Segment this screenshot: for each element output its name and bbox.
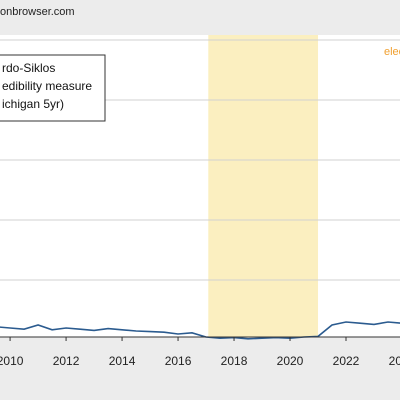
legend-text: rdo-Siklos — [2, 61, 55, 75]
source: onbrowser.com — [0, 6, 75, 18]
x-tick-label: 2020 — [277, 354, 304, 368]
x-tick-label: 2012 — [53, 354, 80, 368]
x-tick-label: 2014 — [109, 354, 136, 368]
x-tick-label: 2010 — [0, 354, 24, 368]
x-tick-label: 2024 — [389, 354, 400, 368]
legend-text: edibility measure — [2, 79, 92, 93]
shaded-period — [208, 35, 319, 337]
corner-note: elec — [384, 46, 400, 58]
plot — [0, 35, 400, 340]
x-tick-label: 2016 — [165, 354, 192, 368]
legend-text: ichigan 5yr) — [2, 97, 64, 111]
x-tick-label: 2022 — [333, 354, 360, 368]
x-tick-label: 2018 — [221, 354, 248, 368]
legend-box — [0, 54, 106, 122]
